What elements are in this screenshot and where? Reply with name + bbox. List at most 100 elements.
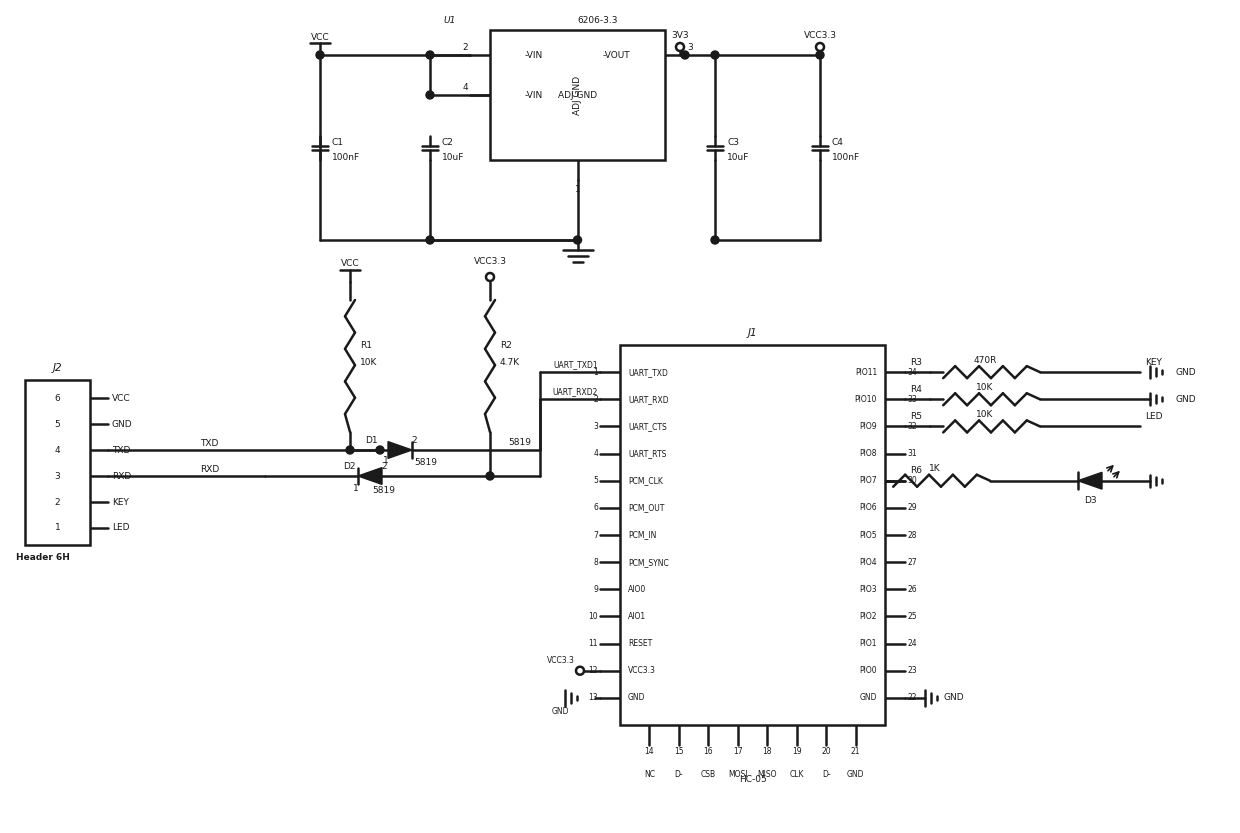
Text: 31: 31 — [906, 449, 916, 458]
Text: PCM_CLK: PCM_CLK — [627, 476, 663, 485]
Text: ADJ GND: ADJ GND — [573, 76, 582, 115]
Text: 1: 1 — [353, 483, 358, 492]
Text: 2: 2 — [381, 461, 387, 471]
Text: 12: 12 — [589, 666, 598, 676]
Text: 19: 19 — [792, 747, 801, 756]
Text: KEY: KEY — [112, 497, 129, 506]
Circle shape — [427, 91, 434, 99]
Text: 1: 1 — [383, 456, 389, 465]
Bar — [490, 30, 665, 160]
Text: VCC3.3: VCC3.3 — [474, 257, 506, 267]
Text: 7: 7 — [593, 531, 598, 540]
Text: TXD: TXD — [112, 446, 130, 455]
Text: 29: 29 — [906, 503, 916, 512]
Text: 10K: 10K — [360, 357, 377, 367]
Text: -VIN: -VIN — [525, 51, 543, 59]
Text: -VIN: -VIN — [525, 91, 543, 99]
Text: NC: NC — [644, 770, 655, 779]
Text: UART_TXD1: UART_TXD1 — [553, 360, 598, 369]
Text: 20: 20 — [821, 747, 831, 756]
Text: GND: GND — [859, 693, 877, 702]
Text: C1: C1 — [332, 138, 343, 147]
Text: 5819: 5819 — [414, 457, 436, 466]
Text: 26: 26 — [906, 585, 916, 594]
Text: 1: 1 — [574, 185, 580, 194]
Circle shape — [676, 43, 684, 51]
Text: GND: GND — [112, 420, 133, 428]
Text: R4: R4 — [910, 385, 921, 394]
Text: PIO10: PIO10 — [854, 395, 877, 404]
Text: 27: 27 — [906, 557, 916, 566]
Text: C3: C3 — [727, 138, 739, 147]
Text: 6206-3.3: 6206-3.3 — [578, 16, 618, 24]
Text: VCC3.3: VCC3.3 — [627, 666, 656, 676]
Text: R5: R5 — [910, 412, 923, 421]
Text: 4: 4 — [463, 82, 467, 92]
Text: UART_RTS: UART_RTS — [627, 449, 666, 458]
Text: 100nF: 100nF — [832, 153, 861, 162]
Text: 2: 2 — [463, 42, 467, 52]
Text: CSB: CSB — [701, 770, 715, 779]
Text: RXD: RXD — [200, 465, 219, 473]
Text: 5819: 5819 — [372, 486, 396, 495]
Circle shape — [316, 51, 324, 59]
Text: 21: 21 — [851, 747, 861, 756]
Text: GND: GND — [1176, 395, 1195, 404]
Circle shape — [711, 236, 719, 244]
Text: VCC: VCC — [311, 32, 330, 42]
Text: 9: 9 — [593, 585, 598, 594]
Text: PIO4: PIO4 — [859, 557, 877, 566]
Circle shape — [486, 472, 494, 480]
Circle shape — [486, 273, 494, 281]
Text: R3: R3 — [910, 357, 923, 367]
Circle shape — [816, 51, 825, 59]
Text: 16: 16 — [703, 747, 713, 756]
Text: 10K: 10K — [976, 383, 993, 392]
Text: PIO6: PIO6 — [859, 503, 877, 512]
Text: 14: 14 — [645, 747, 655, 756]
Text: VCC: VCC — [112, 393, 130, 402]
Text: MISO: MISO — [758, 770, 777, 779]
Text: ADJ GND: ADJ GND — [558, 91, 598, 99]
Text: VCC: VCC — [341, 260, 360, 268]
Text: 10uF: 10uF — [727, 153, 749, 162]
Text: GND: GND — [847, 770, 864, 779]
Text: D-: D- — [822, 770, 831, 779]
Circle shape — [573, 236, 582, 244]
Text: 23: 23 — [906, 666, 916, 676]
Text: PIO5: PIO5 — [859, 531, 877, 540]
Text: AIO1: AIO1 — [627, 612, 646, 621]
Text: 100nF: 100nF — [332, 153, 360, 162]
Text: 18: 18 — [763, 747, 773, 756]
Text: 4.7K: 4.7K — [500, 357, 520, 367]
Circle shape — [816, 43, 825, 51]
Text: RXD: RXD — [112, 471, 131, 481]
Text: 8: 8 — [593, 557, 598, 566]
Polygon shape — [358, 467, 382, 485]
Text: RESET: RESET — [627, 639, 652, 648]
Text: C4: C4 — [832, 138, 844, 147]
Text: 2: 2 — [412, 436, 417, 445]
Text: 4: 4 — [593, 449, 598, 458]
Text: D2: D2 — [343, 461, 356, 471]
Text: 6: 6 — [55, 393, 61, 402]
Text: PIO0: PIO0 — [859, 666, 877, 676]
Text: 1: 1 — [55, 523, 61, 532]
Text: 10K: 10K — [976, 410, 993, 419]
Text: 1: 1 — [593, 367, 598, 377]
Text: 5819: 5819 — [508, 437, 532, 446]
Text: 10: 10 — [588, 612, 598, 621]
Text: 3V3: 3V3 — [671, 31, 688, 39]
Text: C2: C2 — [441, 138, 454, 147]
Circle shape — [681, 51, 689, 59]
Text: GND: GND — [552, 707, 569, 716]
Text: 6: 6 — [593, 503, 598, 512]
Text: 3: 3 — [593, 422, 598, 431]
Text: R2: R2 — [500, 341, 512, 350]
Text: MOSI: MOSI — [728, 770, 748, 779]
Text: 34: 34 — [906, 367, 916, 377]
Text: 22: 22 — [906, 693, 916, 702]
Text: 11: 11 — [589, 639, 598, 648]
Text: D3: D3 — [1084, 496, 1096, 505]
Text: 2: 2 — [55, 497, 61, 506]
